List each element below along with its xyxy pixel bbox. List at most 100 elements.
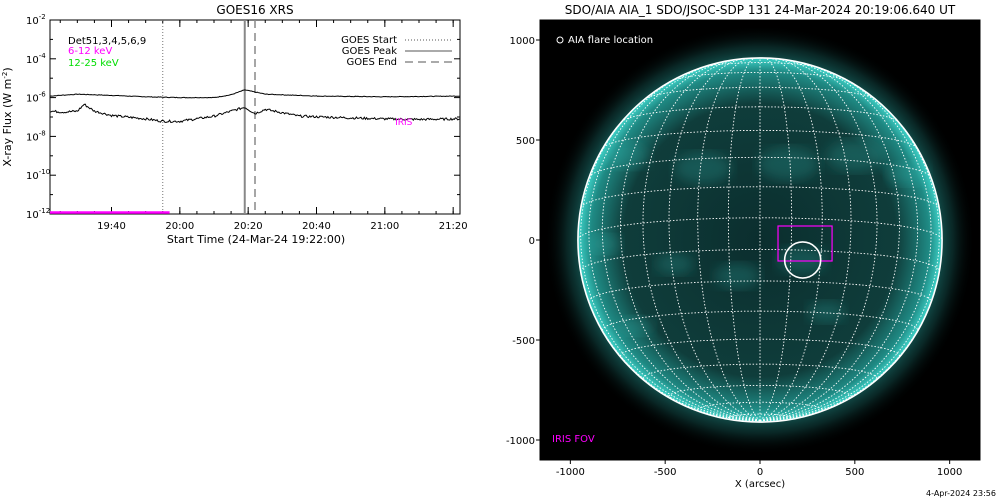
aia-title: SDO/AIA AIA_1 SDO/JSOC-SDP 131 24-Mar-20… [565,3,956,17]
emission-blob [714,263,760,289]
grid-line [580,186,940,208]
grid-line [620,59,761,422]
footer-date: 4-Apr-2024 23:56 [926,489,996,498]
aia-x-axis: -1000 -500 0 500 1000 [556,460,962,478]
goes-y-tick-exp: -4 [39,52,47,60]
grid-line [759,57,823,422]
legend-goes-start: GOES Start [341,35,397,46]
aia-y-tick-label: 0 [529,236,535,247]
goes-series-line [50,103,460,123]
grid-line [759,62,919,422]
grid-line [759,68,932,422]
flare-location-legend-icon [556,36,564,44]
emission-blob [807,301,846,323]
goes-y-axis-label: X-ray Flux (W m-2) [1,67,14,166]
grid-line [759,59,878,422]
iris-fov-legend: IRIS FOV [552,434,595,445]
grid-line [642,59,761,422]
emission-blob [655,253,694,275]
flare-location-legend: AIA flare location [568,35,653,46]
goes-y-axis-label-main: X-ray Flux (W m [1,79,14,167]
goes-x-tick-label: 21:00 [370,221,399,232]
goes-y-tick-base: 10 [26,210,39,221]
emission-blob [887,162,929,186]
aia-y-tick-label: -500 [512,336,535,347]
goes-x-axis-label: Start Time (24-Mar-24 19:22:00) [167,233,345,246]
goes-x-tick-label: 20:20 [234,221,263,232]
grid-line [759,91,940,422]
goes-y-tick-exp: -12 [39,207,50,215]
goes-y-axis-label-exp: -2 [1,72,9,79]
grid-line [697,57,761,422]
aia-y-tick-label: 1000 [510,36,535,47]
grid-line [602,129,918,148]
grid-line [580,249,940,272]
solar-limb [577,57,943,423]
goes-y-tick-label: 10-4 [26,52,46,66]
goes-x-tick-label: 20:00 [165,221,194,232]
emission-blob [619,316,654,336]
iris-fov-box [777,225,833,262]
aia-x-tick-label: 500 [845,467,864,478]
aia-x-tick-label: 0 [757,467,763,478]
grid-line [759,58,852,422]
aia-x-tick-label: -1000 [556,467,585,478]
legend-goes-end: GOES End [347,57,397,68]
goes-y-tick-base: 10 [26,16,39,27]
grid-line [577,217,943,241]
emission-blob [758,147,819,181]
goes-x-tick-label: 20:40 [302,221,331,232]
aia-y-tick-label: -1000 [506,436,535,447]
grid-line [588,68,761,422]
goes-y-tick-base: 10 [26,132,39,143]
grid-line [759,57,793,422]
goes-x-axis: 19:40 20:00 20:20 20:40 21:00 21:20 [59,20,468,232]
goes-chart-title: GOES16 XRS [216,3,293,17]
legend-12-25kev: 12-25 keV [68,58,119,69]
goes-y-tick-exp: -2 [39,13,46,21]
goes-x-tick-label: 21:20 [439,221,468,232]
goes-y-tick-label: 10-10 [26,168,50,182]
goes-y-tick-exp: -10 [39,168,50,176]
legend-6-12kev: 6-12 keV [68,46,112,57]
grid-line [668,58,761,422]
goes-y-axis-label-close: ) [1,67,14,71]
legend-goes-peak: GOES Peak [342,46,397,57]
grid-line [668,384,852,397]
goes-y-tick-base: 10 [26,55,39,66]
emission-blob [674,152,732,184]
grid-line [601,62,761,422]
goes-series-group [50,89,460,214]
heliographic-grid [577,57,943,422]
goes-y-tick-label: 10-6 [26,91,46,105]
goes-y-tick-exp: -6 [39,91,47,99]
goes-y-tick-label: 10-8 [26,129,46,143]
aia-x-tick-label: -500 [654,467,677,478]
emission-blob [777,246,827,274]
iris-label: IRIS [395,118,413,128]
goes-y-tick-base: 10 [26,171,39,182]
goes-y-tick-label: 10-12 [26,207,50,221]
legend-detectors: Det51,3,4,5,6,9 [68,36,146,47]
goes-y-tick-label: 10-2 [26,13,46,27]
emission-blob [604,143,650,169]
aia-y-axis: 1000 500 0 -500 -1000 [506,36,540,447]
grid-line [620,338,900,357]
grid-line [601,310,919,331]
grid-line [697,401,823,410]
grid-line [727,57,761,422]
grid-line [701,62,819,68]
emission-blob [587,234,622,254]
goes-series-line [50,89,460,99]
grid-line [759,59,900,422]
goes-event-markers [162,20,256,214]
goes-x-tick-label: 19:40 [97,221,126,232]
emission-blob [826,140,884,172]
aia-flare-circle [783,241,822,279]
aia-x-axis-label: X (arcsec) [735,479,785,490]
aia-x-tick-label: 1000 [937,467,962,478]
